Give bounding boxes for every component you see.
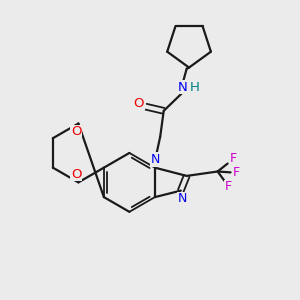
Text: F: F bbox=[230, 152, 236, 165]
Text: N: N bbox=[178, 81, 188, 94]
Text: N: N bbox=[151, 153, 160, 166]
Text: H: H bbox=[190, 81, 200, 94]
Text: O: O bbox=[71, 168, 81, 181]
Text: F: F bbox=[224, 180, 232, 193]
Text: F: F bbox=[232, 167, 239, 179]
Text: N: N bbox=[178, 192, 187, 206]
Text: O: O bbox=[71, 125, 81, 138]
Text: O: O bbox=[134, 97, 144, 110]
